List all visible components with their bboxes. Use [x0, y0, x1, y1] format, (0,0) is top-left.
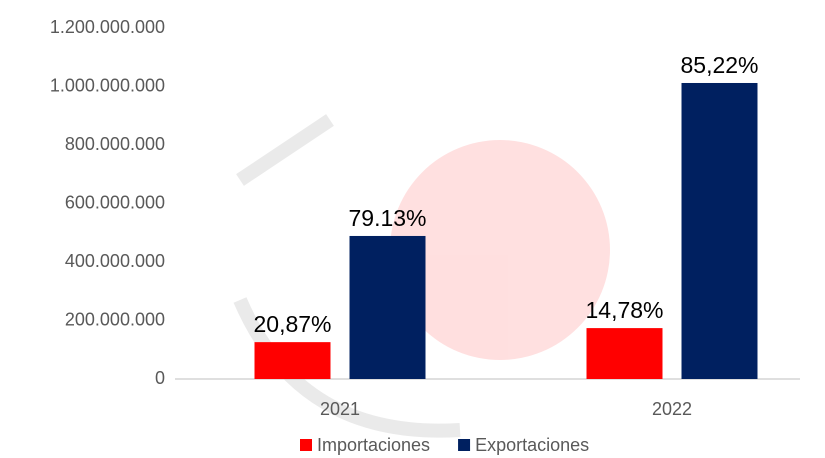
- watermark: [233, 114, 610, 438]
- y-tick-label: 0: [155, 368, 165, 388]
- legend-swatch: [300, 439, 312, 451]
- x-tick-label: 2021: [320, 399, 360, 419]
- bar: [586, 328, 663, 379]
- y-tick-label: 1.200.000.000: [50, 17, 165, 37]
- y-tick-label: 400.000.000: [65, 251, 165, 271]
- bar: [349, 235, 426, 379]
- y-tick-label: 600.000.000: [65, 192, 165, 212]
- bar: [254, 342, 331, 379]
- bar: [681, 82, 758, 380]
- data-label: 14,78%: [585, 297, 663, 323]
- data-label: 79.13%: [348, 205, 426, 231]
- data-label: 85,22%: [680, 52, 758, 78]
- data-label: 20,87%: [253, 311, 331, 337]
- y-tick-label: 200.000.000: [65, 309, 165, 329]
- x-tick-label: 2022: [652, 399, 692, 419]
- y-tick-label: 1.000.000.000: [50, 75, 165, 95]
- y-tick-label: 800.000.000: [65, 134, 165, 154]
- legend-label: Exportaciones: [475, 435, 589, 455]
- legend-swatch: [458, 439, 471, 451]
- legend-label: Importaciones: [317, 435, 430, 455]
